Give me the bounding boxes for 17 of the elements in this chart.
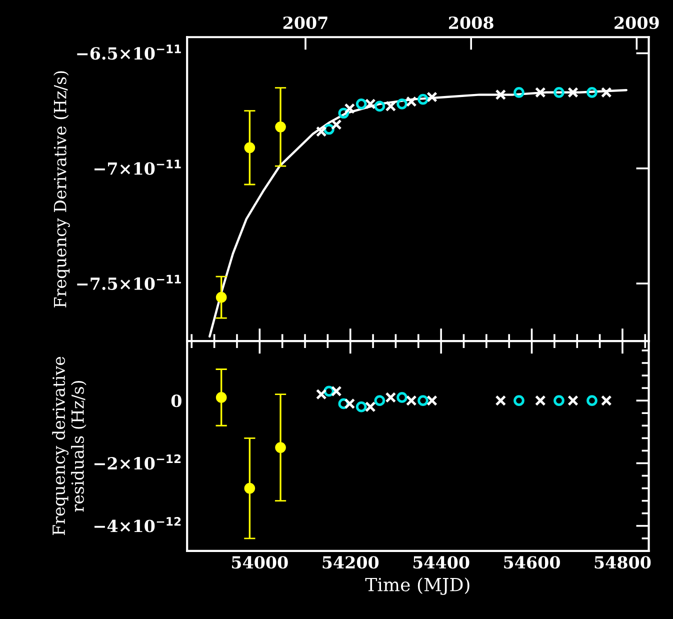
y-axis-title: Frequency Derivative (Hz/s) <box>53 71 70 308</box>
x2-tick-label: 2009 <box>614 16 659 30</box>
y-tick-label: 0 <box>171 394 182 408</box>
y-tick-label: −6.5×10$^{−11}$ <box>77 44 181 60</box>
y-tick-label: −2×10$^{−12}$ <box>94 454 181 470</box>
x2-tick-label: 2007 <box>283 16 328 30</box>
y-tick-label: −4×10$^{−12}$ <box>94 517 181 532</box>
y-tick-label: −7.5×10$^{−11}$ <box>77 274 181 290</box>
x-tick-label: 54200 <box>322 556 379 569</box>
x-axis-title: Time (MJD) <box>365 577 470 595</box>
x-tick-label: 54800 <box>594 556 651 569</box>
x2-tick-label: 2008 <box>449 16 494 30</box>
y-tick-label: −7×10$^{−11}$ <box>94 160 181 175</box>
y-axis-title: Frequency derivative residuals (Hz/s) <box>52 356 86 536</box>
x-tick-label: 54600 <box>504 556 560 569</box>
x-tick-label: 54000 <box>232 556 288 569</box>
x-tick-label: 54400 <box>413 556 470 569</box>
